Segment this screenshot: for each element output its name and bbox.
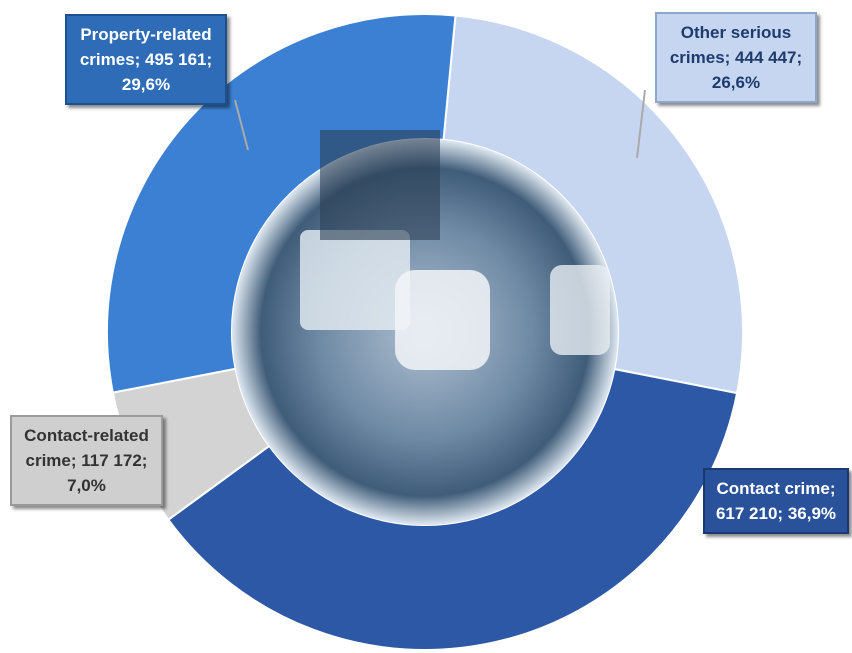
separator: ;: [724, 48, 736, 67]
data-label: Contact-related crime; 117 172; 7,0%: [10, 415, 163, 506]
photo-vehicle: [300, 230, 410, 330]
data-label: Other serious crimes; 444 447; 26,6%: [655, 12, 817, 103]
photo-vehicle: [550, 265, 610, 355]
value-label: 444 447: [735, 48, 797, 67]
data-label: Property-related crimes; 495 161; 29,6%: [65, 14, 227, 105]
percent-label: 7,0%: [67, 476, 106, 495]
category-name: Contact crime: [716, 479, 830, 498]
value-label: 617 210: [715, 504, 778, 523]
percent-label: 36,9%: [787, 504, 837, 523]
category-name: Other serious crimes: [669, 23, 792, 67]
photo-building: [320, 130, 440, 240]
value-label: 117 172: [81, 451, 142, 470]
data-label: Contact crime; 617 210; 36,9%: [703, 468, 849, 534]
leader-line: [636, 89, 646, 159]
percent-label: 29,6%: [121, 75, 171, 94]
category-name: Property-related crimes: [79, 25, 212, 69]
percent-label: 26,6%: [711, 73, 761, 92]
separator: ;: [206, 50, 213, 69]
separator: ;: [141, 451, 148, 470]
separator: ;: [796, 48, 803, 67]
category-name: Contact-related crime: [24, 426, 149, 470]
separator: ;: [829, 479, 836, 498]
photo-vehicle: [395, 270, 490, 370]
leader-line: [234, 99, 249, 151]
separator: ;: [70, 451, 82, 470]
separator: ;: [134, 50, 146, 69]
separator: ;: [777, 504, 788, 523]
value-label: 495 161: [145, 50, 207, 69]
